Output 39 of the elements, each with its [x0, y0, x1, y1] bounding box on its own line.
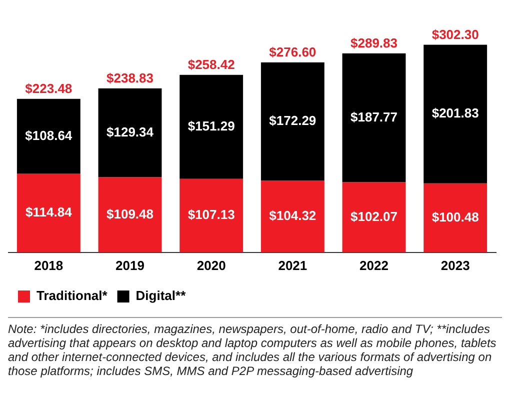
bar: [260, 180, 324, 252]
total-label: $276.60: [269, 44, 316, 60]
data-label: $100.48: [432, 209, 479, 224]
bar: [342, 182, 406, 252]
bar: [424, 183, 488, 252]
x-tick-label: 2022: [360, 258, 388, 273]
total-label: $302.30: [432, 26, 479, 42]
x-tick-label: 2023: [440, 258, 470, 273]
data-label: $129.34: [106, 124, 154, 140]
data-label: $201.83: [432, 106, 479, 121]
x-tick-label: 2019: [116, 258, 144, 273]
bar: [180, 74, 244, 179]
x-tick-label: 2021: [278, 258, 308, 273]
bar: [98, 88, 162, 178]
legend-label: Traditional*: [36, 288, 108, 304]
data-label: $107.13: [188, 207, 235, 222]
bar: [342, 53, 406, 182]
data-label: $151.29: [188, 118, 235, 134]
bar: [424, 44, 488, 184]
text: Note: *includes directories, magazines, newspapers, out-of-home, radio and TV; **includes advertising that appears on desktop and laptop computers as well as mobile phones, tablets and other internet-connected devices, and includes all the various formats of advertising on those platforms; includes SMS, MMS and P2P messaging-based advertising: [8, 322, 498, 378]
total-label: $223.48: [25, 80, 72, 96]
total-label: $289.83: [350, 35, 398, 50]
total-label: $238.83: [106, 70, 154, 86]
data-label: $109.48: [106, 206, 154, 222]
data-label: $104.32: [269, 208, 316, 224]
data-label: $172.29: [269, 113, 316, 128]
bar: [16, 174, 80, 252]
bar: [16, 98, 80, 174]
bar: [180, 178, 244, 252]
x-tick-label: 2020: [196, 258, 226, 273]
x-tick-label: 2018: [34, 258, 64, 273]
data-label: $187.77: [350, 109, 398, 124]
total-label: $258.42: [188, 56, 235, 72]
data-label: $108.64: [25, 128, 73, 143]
bar: [98, 177, 162, 252]
bar: [260, 62, 324, 181]
legend-label: Digital**: [136, 288, 187, 304]
data-label: $114.84: [26, 204, 73, 220]
data-label: $102.07: [350, 208, 398, 224]
